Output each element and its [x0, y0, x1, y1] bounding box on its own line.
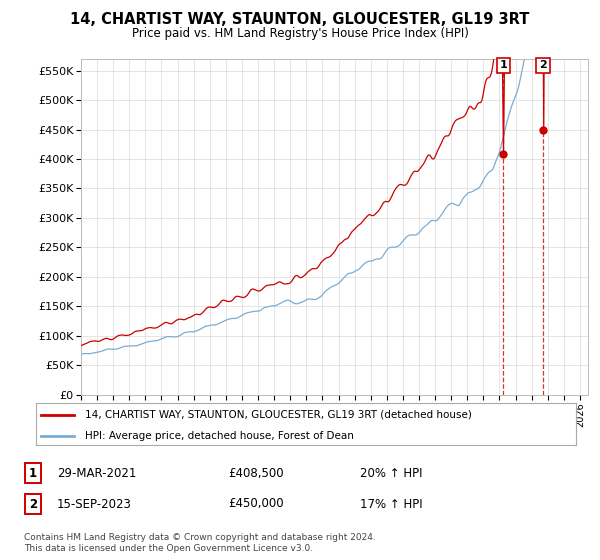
Text: 20% ↑ HPI: 20% ↑ HPI: [360, 466, 422, 480]
Text: Contains HM Land Registry data © Crown copyright and database right 2024.
This d: Contains HM Land Registry data © Crown c…: [24, 533, 376, 553]
Text: 1: 1: [29, 466, 37, 480]
Text: 17% ↑ HPI: 17% ↑ HPI: [360, 497, 422, 511]
Text: £408,500: £408,500: [228, 466, 284, 480]
Text: 15-SEP-2023: 15-SEP-2023: [57, 497, 132, 511]
Text: HPI: Average price, detached house, Forest of Dean: HPI: Average price, detached house, Fore…: [85, 431, 353, 441]
Text: 2: 2: [29, 497, 37, 511]
Text: 14, CHARTIST WAY, STAUNTON, GLOUCESTER, GL19 3RT (detached house): 14, CHARTIST WAY, STAUNTON, GLOUCESTER, …: [85, 409, 472, 419]
Text: £450,000: £450,000: [228, 497, 284, 511]
Text: 14, CHARTIST WAY, STAUNTON, GLOUCESTER, GL19 3RT: 14, CHARTIST WAY, STAUNTON, GLOUCESTER, …: [70, 12, 530, 27]
Text: Price paid vs. HM Land Registry's House Price Index (HPI): Price paid vs. HM Land Registry's House …: [131, 27, 469, 40]
Text: 2: 2: [539, 60, 547, 71]
Text: 29-MAR-2021: 29-MAR-2021: [57, 466, 136, 480]
Text: 1: 1: [499, 60, 507, 71]
